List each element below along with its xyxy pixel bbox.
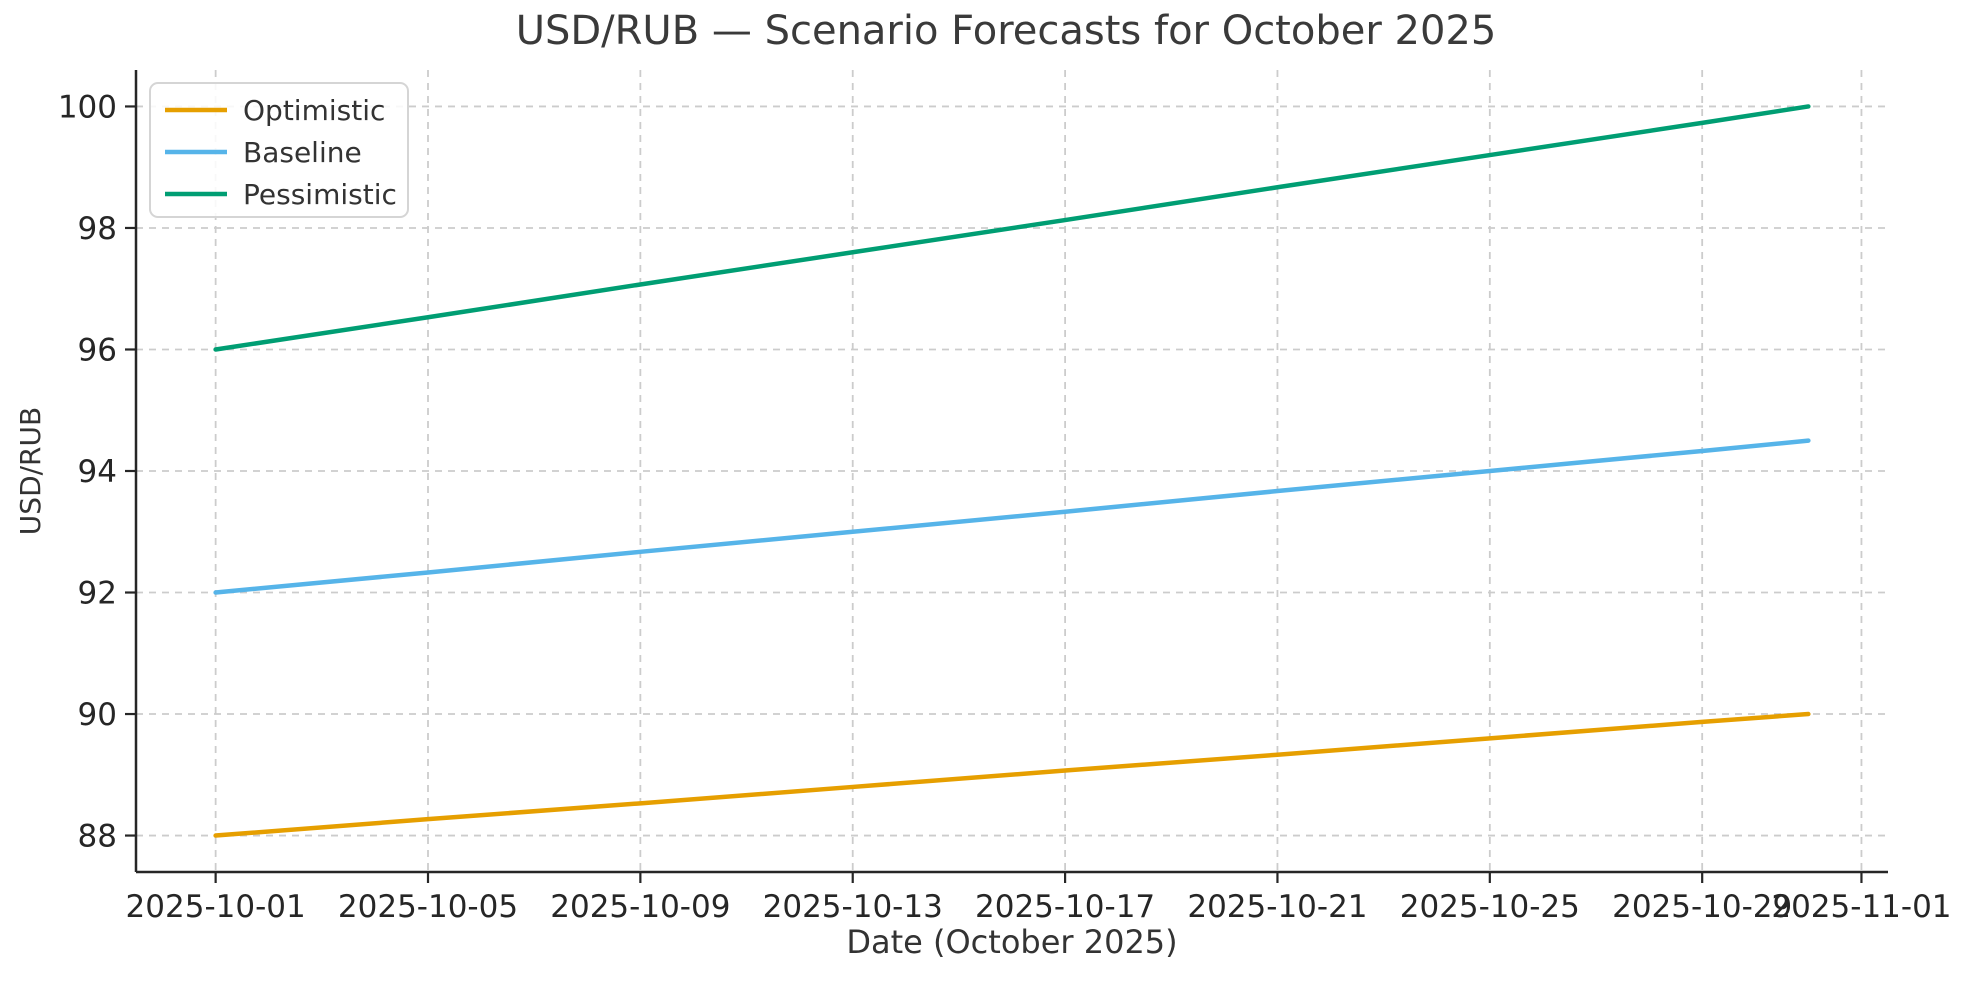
- y-tick-label: 88: [78, 819, 117, 855]
- x-tick-label: 2025-11-01: [1771, 889, 1951, 925]
- series-line-baseline: [213, 438, 1811, 595]
- legend-box: [149, 82, 409, 218]
- x-tick-label: 2025-10-01: [126, 889, 306, 925]
- y-tick-label: 92: [78, 576, 117, 612]
- y-tick-label: 100: [58, 89, 117, 125]
- y-tick-label: 94: [78, 454, 117, 490]
- legend-label-baseline: Baseline: [243, 136, 362, 169]
- axes-layer: [125, 70, 1888, 883]
- series-line-optimistic: [213, 711, 1811, 838]
- y-tick-label: 90: [78, 697, 117, 733]
- x-tick-label: 2025-10-05: [338, 889, 518, 925]
- series-layer: [213, 104, 1811, 838]
- x-axis-label: Date (October 2025): [846, 923, 1177, 961]
- series-line-pessimistic: [213, 104, 1811, 352]
- chart-title: USD/RUB — Scenario Forecasts for October…: [516, 8, 1497, 54]
- legend-label-pessimistic: Pessimistic: [243, 178, 397, 211]
- y-axis-label: USD/RUB: [14, 407, 47, 535]
- x-tick-label: 2025-10-25: [1400, 889, 1580, 925]
- legend-label-optimistic: Optimistic: [243, 94, 385, 127]
- x-tick-label: 2025-10-21: [1187, 889, 1367, 925]
- x-tick-label: 2025-10-13: [763, 889, 943, 925]
- y-tick-label: 96: [78, 332, 117, 368]
- legend: Optimistic Baseline Pessimistic: [149, 82, 409, 218]
- y-tick-label: 98: [78, 211, 117, 247]
- x-tick-label: 2025-10-17: [975, 889, 1155, 925]
- tick-label-layer: 88 90 92 94 96 98 100 2025-10-01 2025-10-05 2025-…: [58, 89, 1952, 925]
- x-tick-label: 2025-10-29: [1612, 889, 1792, 925]
- x-tick-label: 2025-10-09: [550, 889, 730, 925]
